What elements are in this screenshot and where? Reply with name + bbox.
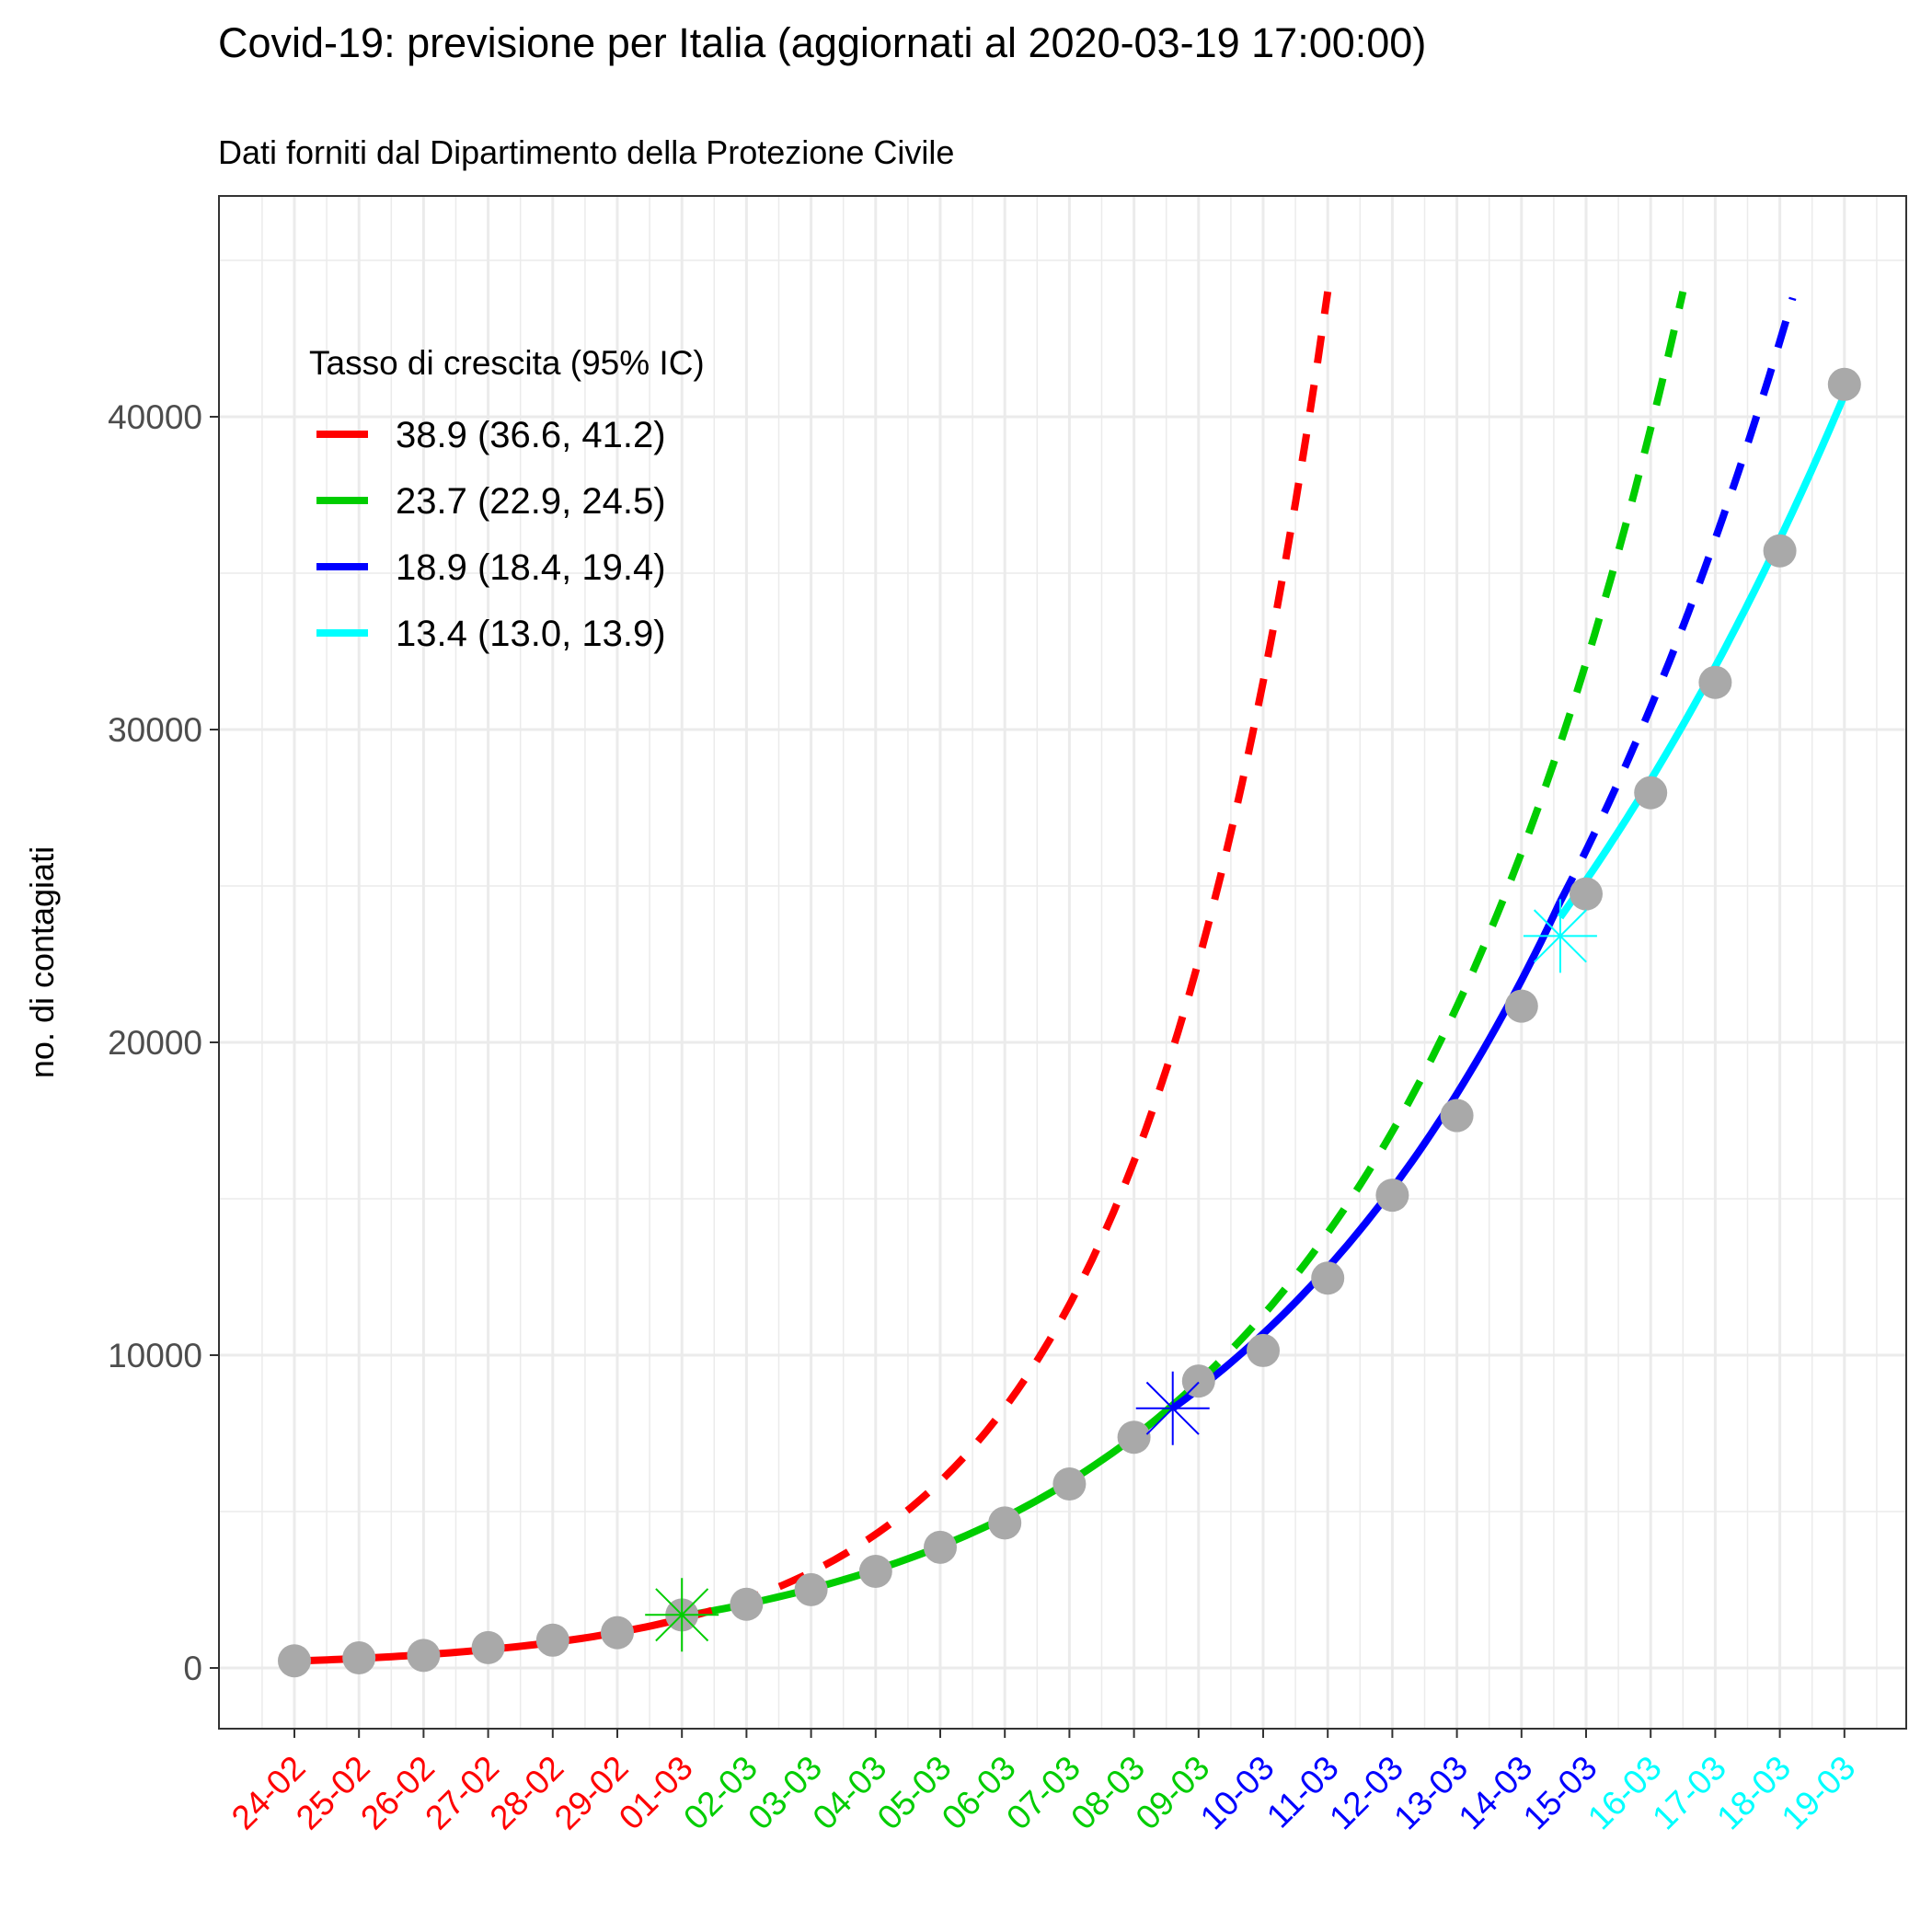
- x-tick-label-01-03: 01-03: [612, 1749, 700, 1837]
- legend-title: Tasso di crescita (95% IC): [309, 344, 705, 382]
- x-tick-label-19-03: 19-03: [1775, 1749, 1863, 1837]
- data-point-10-03: [1247, 1333, 1280, 1367]
- data-point-14-03: [1504, 989, 1538, 1023]
- legend: Tasso di crescita (95% IC) 38.9 (36.6, 4…: [309, 344, 705, 654]
- forecast-line-series-2: [1196, 291, 1687, 1385]
- breakpoint-marker-series-2: [645, 1578, 719, 1652]
- x-tick-label-13-03: 13-03: [1386, 1749, 1475, 1837]
- y-tick-label: 0: [183, 1650, 202, 1687]
- x-tick-label-25-02: 25-02: [289, 1749, 377, 1837]
- x-tick-label-15-03: 15-03: [1516, 1749, 1604, 1837]
- data-point-18-03: [1763, 534, 1797, 568]
- x-tick-label-10-03: 10-03: [1193, 1749, 1282, 1837]
- y-axis-label: no. di contagiati: [23, 846, 61, 1078]
- y-tick-label: 30000: [108, 711, 202, 749]
- x-tick-label-26-02: 26-02: [353, 1749, 442, 1837]
- y-tick-label: 20000: [108, 1024, 202, 1062]
- x-tick-label-27-02: 27-02: [418, 1749, 506, 1837]
- x-tick-label-12-03: 12-03: [1322, 1749, 1410, 1837]
- data-point-17-03: [1698, 665, 1732, 699]
- data-point-29-02: [601, 1616, 634, 1650]
- x-tick-label-05-03: 05-03: [870, 1749, 959, 1837]
- plot-border: [218, 195, 1907, 1730]
- data-point-07-03: [1052, 1466, 1087, 1501]
- x-axis: 24-0225-0226-0227-0228-0229-0201-0302-03…: [224, 1729, 1863, 1837]
- x-tick-label-14-03: 14-03: [1452, 1749, 1540, 1837]
- x-tick-label-18-03: 18-03: [1709, 1749, 1798, 1837]
- x-tick-label-03-03: 03-03: [741, 1749, 829, 1837]
- forecast-lines: [684, 291, 1797, 1622]
- fit-line-series-3: [1170, 900, 1564, 1412]
- data-point-12-03: [1375, 1179, 1409, 1213]
- x-tick-label-17-03: 17-03: [1645, 1749, 1733, 1837]
- x-tick-label-02-03: 02-03: [676, 1749, 765, 1837]
- data-point-16-03: [1634, 776, 1668, 810]
- data-point-26-02: [407, 1639, 441, 1673]
- data-point-04-03: [858, 1554, 892, 1588]
- x-tick-label-06-03: 06-03: [935, 1749, 1023, 1837]
- x-tick-label-29-02: 29-02: [547, 1749, 636, 1837]
- legend-label-series-2: 23.7 (22.9, 24.5): [396, 481, 666, 522]
- data-point-05-03: [924, 1530, 957, 1564]
- x-tick-label-28-02: 28-02: [483, 1749, 571, 1837]
- forecast-line-series-3: [1557, 296, 1797, 903]
- y-tick-label: 10000: [108, 1337, 202, 1374]
- breakpoint-marker-series-3: [1135, 1371, 1210, 1445]
- chart-title: Covid-19: previsione per Italia (aggiorn…: [218, 19, 1426, 66]
- breakpoint-marker-series-4: [1523, 899, 1597, 973]
- data-point-15-03: [1570, 877, 1603, 911]
- x-tick-label-24-02: 24-02: [224, 1749, 313, 1837]
- legend-label-series-4: 13.4 (13.0, 13.9): [396, 614, 666, 654]
- data-point-13-03: [1440, 1098, 1474, 1133]
- data-point-06-03: [988, 1506, 1022, 1540]
- y-axis: 0 10000 20000 30000 40000: [108, 398, 219, 1687]
- data-point-11-03: [1311, 1261, 1345, 1295]
- x-tick-label-04-03: 04-03: [806, 1749, 894, 1837]
- forecast-line-series-1: [684, 291, 1332, 1622]
- data-point-25-02: [342, 1641, 376, 1675]
- x-tick-label-08-03: 08-03: [1064, 1749, 1152, 1837]
- data-point-27-02: [471, 1630, 505, 1664]
- breakpoint-markers: [645, 899, 1597, 1652]
- x-tick-label-16-03: 16-03: [1581, 1749, 1669, 1837]
- data-point-24-02: [278, 1644, 311, 1678]
- data-point-03-03: [794, 1572, 828, 1606]
- data-point-08-03: [1117, 1420, 1151, 1455]
- legend-label-series-1: 38.9 (36.6, 41.2): [396, 415, 666, 455]
- y-tick-label: 40000: [108, 398, 202, 436]
- x-tick-label-07-03: 07-03: [999, 1749, 1087, 1837]
- data-point-02-03: [730, 1587, 764, 1621]
- data-point-28-02: [535, 1623, 569, 1657]
- data-points: [278, 367, 1861, 1678]
- x-tick-label-09-03: 09-03: [1129, 1749, 1217, 1837]
- data-point-19-03: [1827, 367, 1861, 401]
- legend-label-series-3: 18.9 (18.4, 19.4): [396, 547, 666, 588]
- chart-subtitle: Dati forniti dal Dipartimento della Prot…: [218, 133, 954, 171]
- grid: [219, 196, 1906, 1729]
- data-point-09-03: [1181, 1364, 1215, 1398]
